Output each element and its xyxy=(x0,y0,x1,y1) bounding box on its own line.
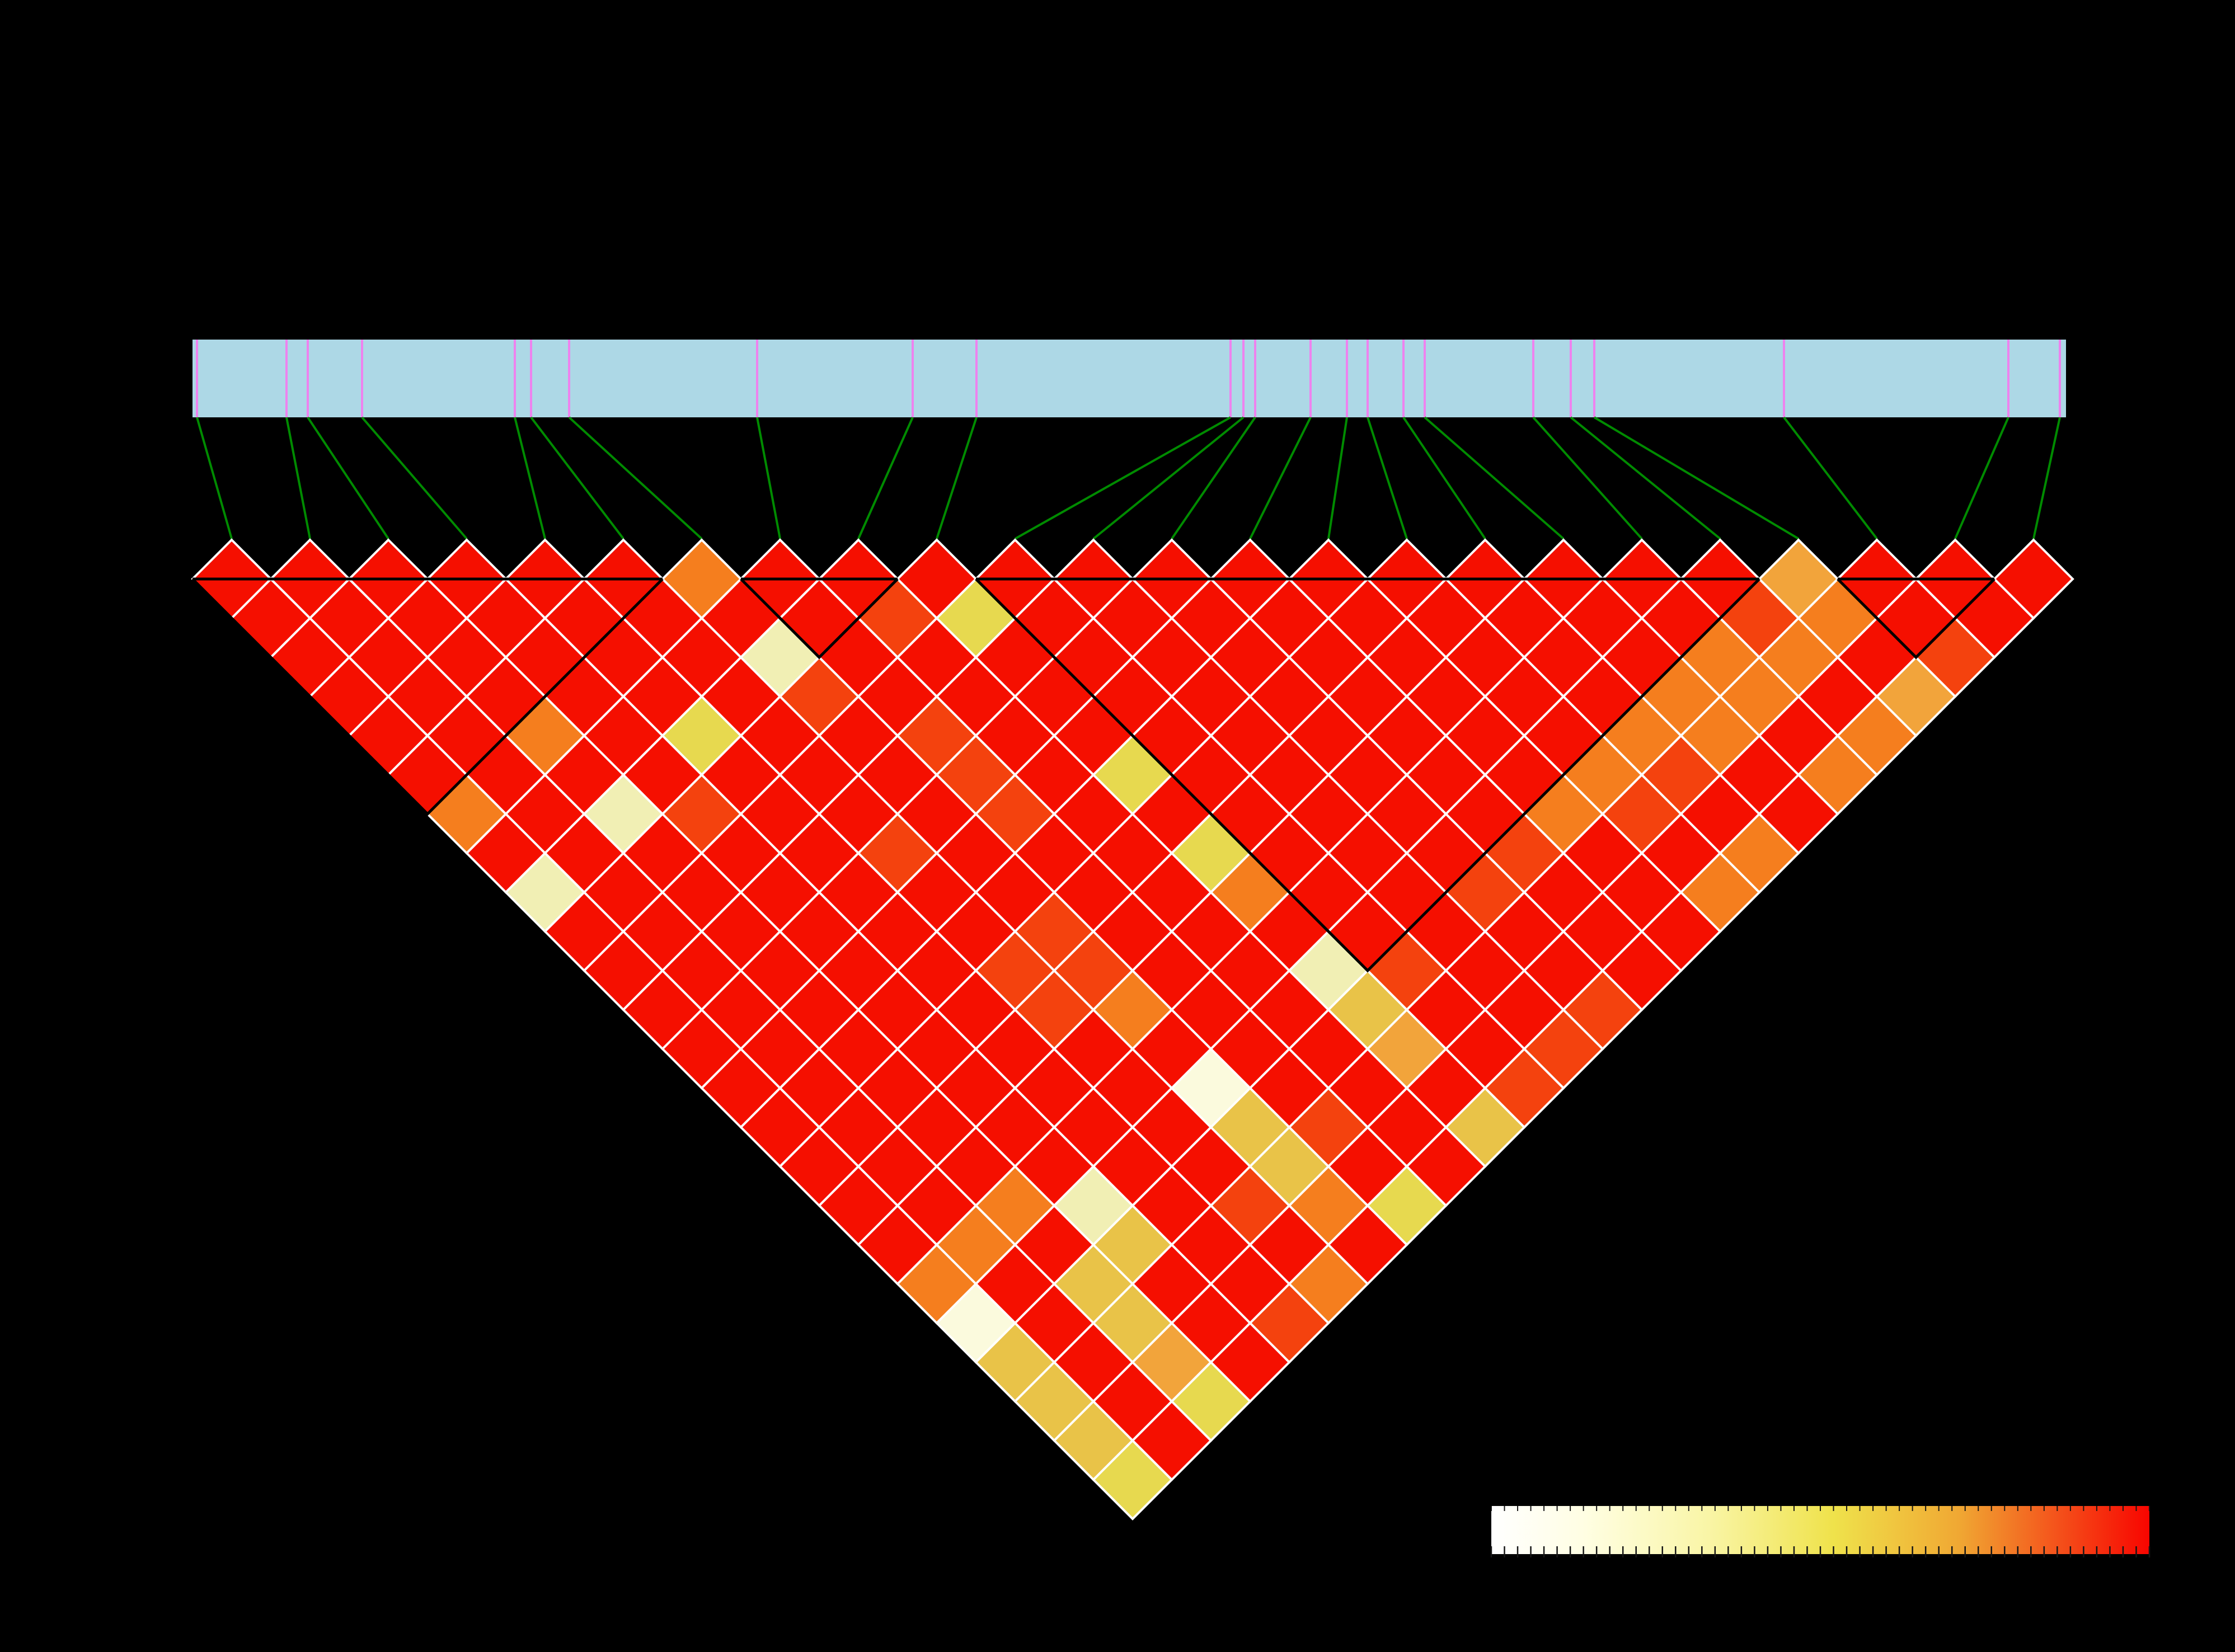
haplotype-block-outline-3 xyxy=(975,577,1760,973)
color-key-gradient-bar xyxy=(1491,1506,2149,1554)
snp-connector-line-8 xyxy=(756,417,781,539)
haplotype-block-outline-4 xyxy=(1837,577,1995,660)
snp-connector-line-19 xyxy=(1532,416,1643,540)
ld-cell-snp24-snp24 xyxy=(1993,538,2074,620)
snp-connector-line-22 xyxy=(1783,416,1878,540)
snp-connector-line-17 xyxy=(1402,416,1486,540)
snp-connector-line-1 xyxy=(196,417,233,539)
snp-connector-line-7 xyxy=(568,416,703,540)
snp-connector-line-20 xyxy=(1570,416,1721,540)
snp-connector-line-15 xyxy=(1327,417,1348,539)
snp-connector-line-5 xyxy=(514,417,546,539)
snp-connector-line-13 xyxy=(1171,416,1256,540)
snp-connector-line-23 xyxy=(1954,417,2009,539)
snp-connector-line-18 xyxy=(1424,416,1565,540)
genomic-map-bar xyxy=(192,340,2066,417)
snp-connector-line-4 xyxy=(361,416,468,540)
snp-connector-line-12 xyxy=(1092,416,1245,540)
snp-connector-line-6 xyxy=(530,416,625,540)
haplotype-block-outline-1 xyxy=(191,577,664,816)
snp-connector-line-10 xyxy=(936,417,978,539)
snp-connector-line-24 xyxy=(2032,417,2061,539)
haplotype-block-outline-2 xyxy=(740,577,899,660)
snp-connector-line-2 xyxy=(285,417,311,539)
snp-connector-line-16 xyxy=(1367,417,1408,539)
snp-connector-line-11 xyxy=(1015,416,1231,540)
snp-connector-line-9 xyxy=(857,417,914,539)
snp-connector-line-14 xyxy=(1249,417,1312,539)
snp-connector-line-21 xyxy=(1593,416,1800,540)
snp-connector-line-3 xyxy=(307,416,389,540)
